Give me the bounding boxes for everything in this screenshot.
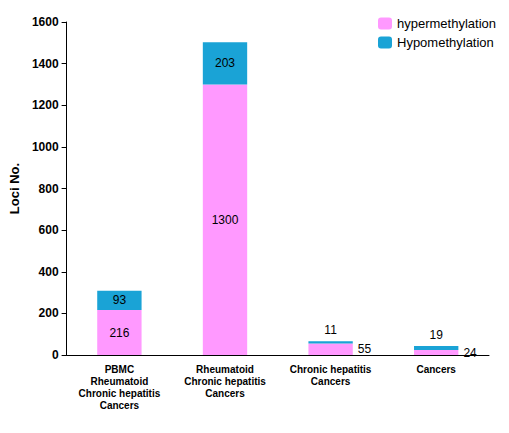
svg-text:Rheumatoid: Rheumatoid bbox=[91, 376, 149, 387]
svg-text:1600: 1600 bbox=[32, 15, 59, 29]
svg-text:400: 400 bbox=[39, 265, 59, 279]
svg-text:Hypomethylation: Hypomethylation bbox=[397, 35, 494, 50]
svg-text:203: 203 bbox=[215, 56, 235, 70]
svg-text:0: 0 bbox=[52, 348, 59, 362]
svg-text:55: 55 bbox=[358, 342, 372, 356]
svg-text:Cancers: Cancers bbox=[100, 400, 140, 411]
svg-text:200: 200 bbox=[39, 306, 59, 320]
svg-text:19: 19 bbox=[430, 328, 444, 342]
svg-text:Chronic hepatitis: Chronic hepatitis bbox=[79, 388, 161, 399]
svg-text:Cancers: Cancers bbox=[311, 376, 351, 387]
svg-text:1000: 1000 bbox=[32, 140, 59, 154]
svg-text:Chronic hepatitis: Chronic hepatitis bbox=[290, 364, 372, 375]
svg-text:Cancers: Cancers bbox=[416, 364, 456, 375]
svg-text:Cancers: Cancers bbox=[205, 388, 245, 399]
svg-text:800: 800 bbox=[39, 182, 59, 196]
svg-text:1400: 1400 bbox=[32, 57, 59, 71]
svg-text:1300: 1300 bbox=[212, 213, 239, 227]
svg-text:11: 11 bbox=[324, 323, 337, 337]
svg-text:216: 216 bbox=[109, 326, 129, 340]
svg-text:PBMC: PBMC bbox=[105, 364, 134, 375]
svg-text:Loci No.: Loci No. bbox=[7, 163, 22, 214]
svg-text:24: 24 bbox=[463, 346, 477, 360]
svg-text:Chronic hepatitis: Chronic hepatitis bbox=[184, 376, 266, 387]
svg-text:1200: 1200 bbox=[32, 98, 59, 112]
svg-text:Rheumatoid: Rheumatoid bbox=[196, 364, 254, 375]
svg-text:93: 93 bbox=[113, 293, 127, 307]
svg-text:hypermethylation: hypermethylation bbox=[397, 16, 496, 31]
svg-text:600: 600 bbox=[39, 223, 59, 237]
